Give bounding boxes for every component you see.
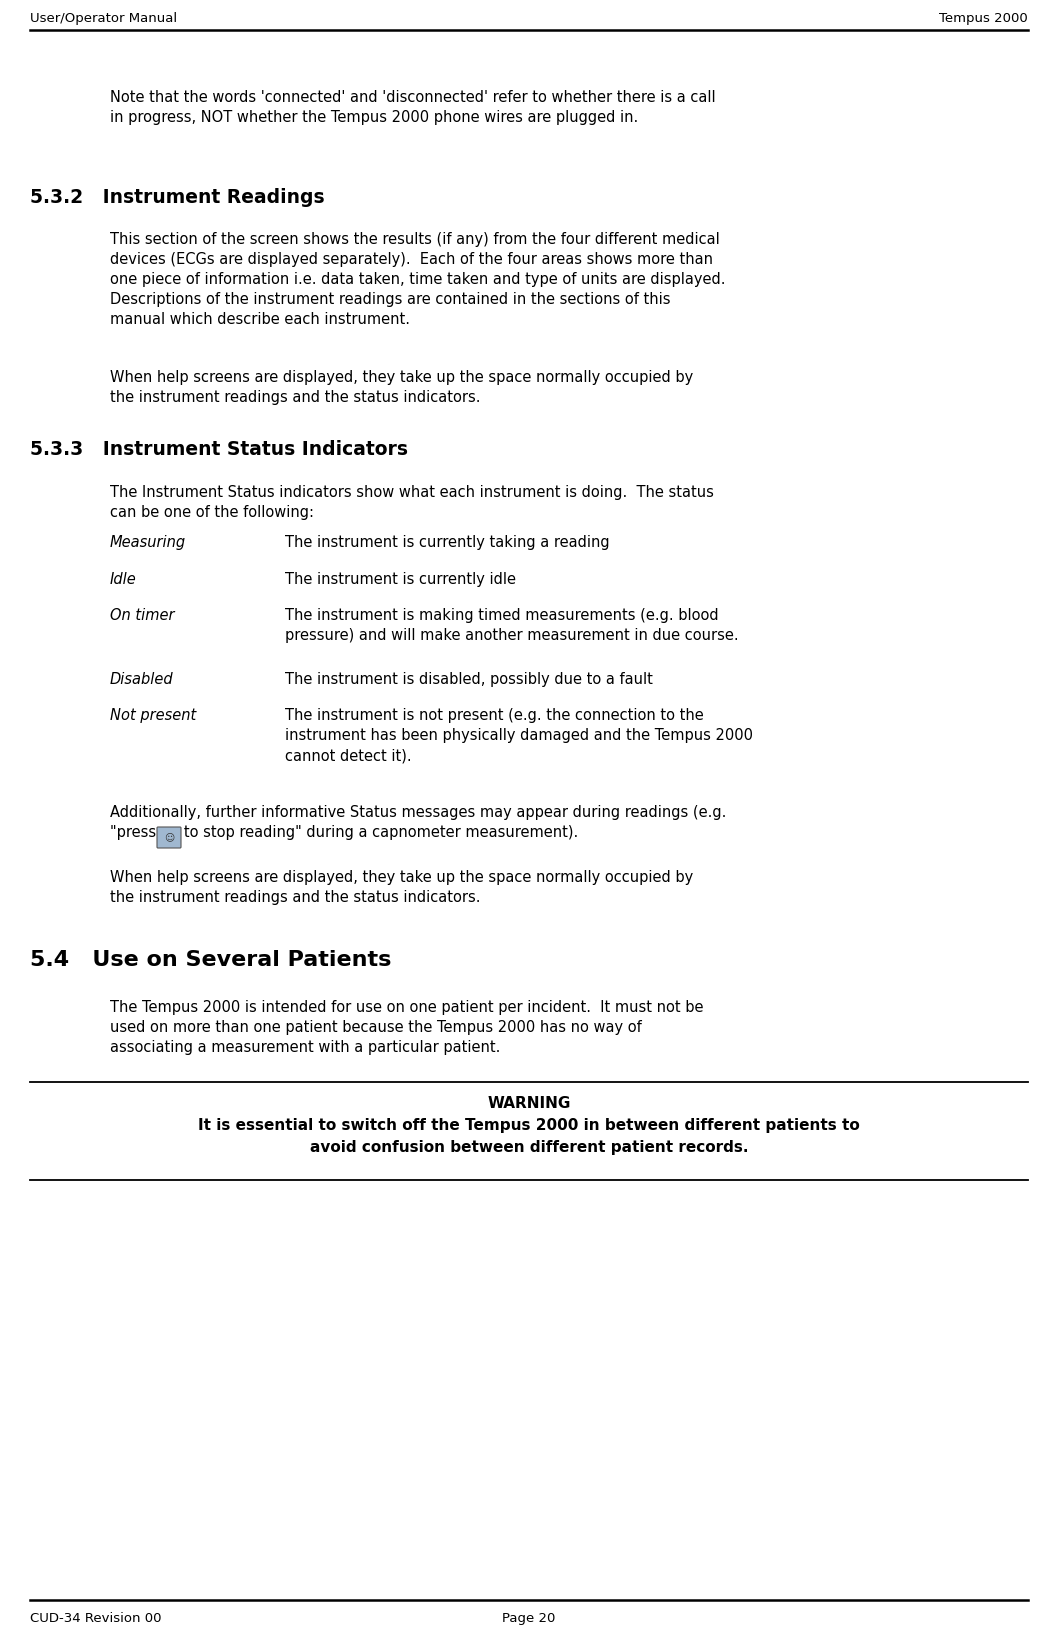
Text: The instrument is not present (e.g. the connection to the
instrument has been ph: The instrument is not present (e.g. the …	[285, 708, 753, 764]
Text: CUD-34 Revision 00: CUD-34 Revision 00	[30, 1612, 162, 1625]
Text: The Instrument Status indicators show what each instrument is doing.  The status: The Instrument Status indicators show wh…	[110, 485, 714, 521]
Text: The Tempus 2000 is intended for use on one patient per incident.  It must not be: The Tempus 2000 is intended for use on o…	[110, 1000, 704, 1054]
Text: Idle: Idle	[110, 571, 136, 588]
Text: 5.3.3   Instrument Status Indicators: 5.3.3 Instrument Status Indicators	[30, 441, 408, 459]
Text: WARNING: WARNING	[488, 1097, 570, 1111]
Text: The instrument is currently idle: The instrument is currently idle	[285, 571, 516, 588]
Text: User/Operator Manual: User/Operator Manual	[30, 11, 177, 24]
Text: The instrument is currently taking a reading: The instrument is currently taking a rea…	[285, 535, 609, 550]
Text: This section of the screen shows the results (if any) from the four different me: This section of the screen shows the res…	[110, 232, 726, 326]
Text: On timer: On timer	[110, 609, 175, 623]
Text: It is essential to switch off the Tempus 2000 in between different patients to
a: It is essential to switch off the Tempus…	[198, 1118, 860, 1154]
Text: Disabled: Disabled	[110, 672, 174, 687]
Text: Not present: Not present	[110, 708, 196, 723]
Text: Measuring: Measuring	[110, 535, 186, 550]
Text: When help screens are displayed, they take up the space normally occupied by
the: When help screens are displayed, they ta…	[110, 870, 693, 906]
Text: When help screens are displayed, they take up the space normally occupied by
the: When help screens are displayed, they ta…	[110, 370, 693, 405]
Text: The instrument is making timed measurements (e.g. blood
pressure) and will make : The instrument is making timed measureme…	[285, 609, 738, 643]
Text: Note that the words 'connected' and 'disconnected' refer to whether there is a c: Note that the words 'connected' and 'dis…	[110, 90, 715, 126]
Text: Tempus 2000: Tempus 2000	[940, 11, 1028, 24]
Text: Page 20: Page 20	[503, 1612, 555, 1625]
Text: "press      to stop reading" during a capnometer measurement).: "press to stop reading" during a capnome…	[110, 826, 579, 840]
Text: ☺: ☺	[164, 832, 175, 842]
Text: Additionally, further informative Status messages may appear during readings (e.: Additionally, further informative Status…	[110, 805, 727, 819]
Text: The instrument is disabled, possibly due to a fault: The instrument is disabled, possibly due…	[285, 672, 653, 687]
Text: 5.3.2   Instrument Readings: 5.3.2 Instrument Readings	[30, 188, 325, 207]
FancyBboxPatch shape	[157, 827, 181, 849]
Text: 5.4   Use on Several Patients: 5.4 Use on Several Patients	[30, 950, 391, 969]
